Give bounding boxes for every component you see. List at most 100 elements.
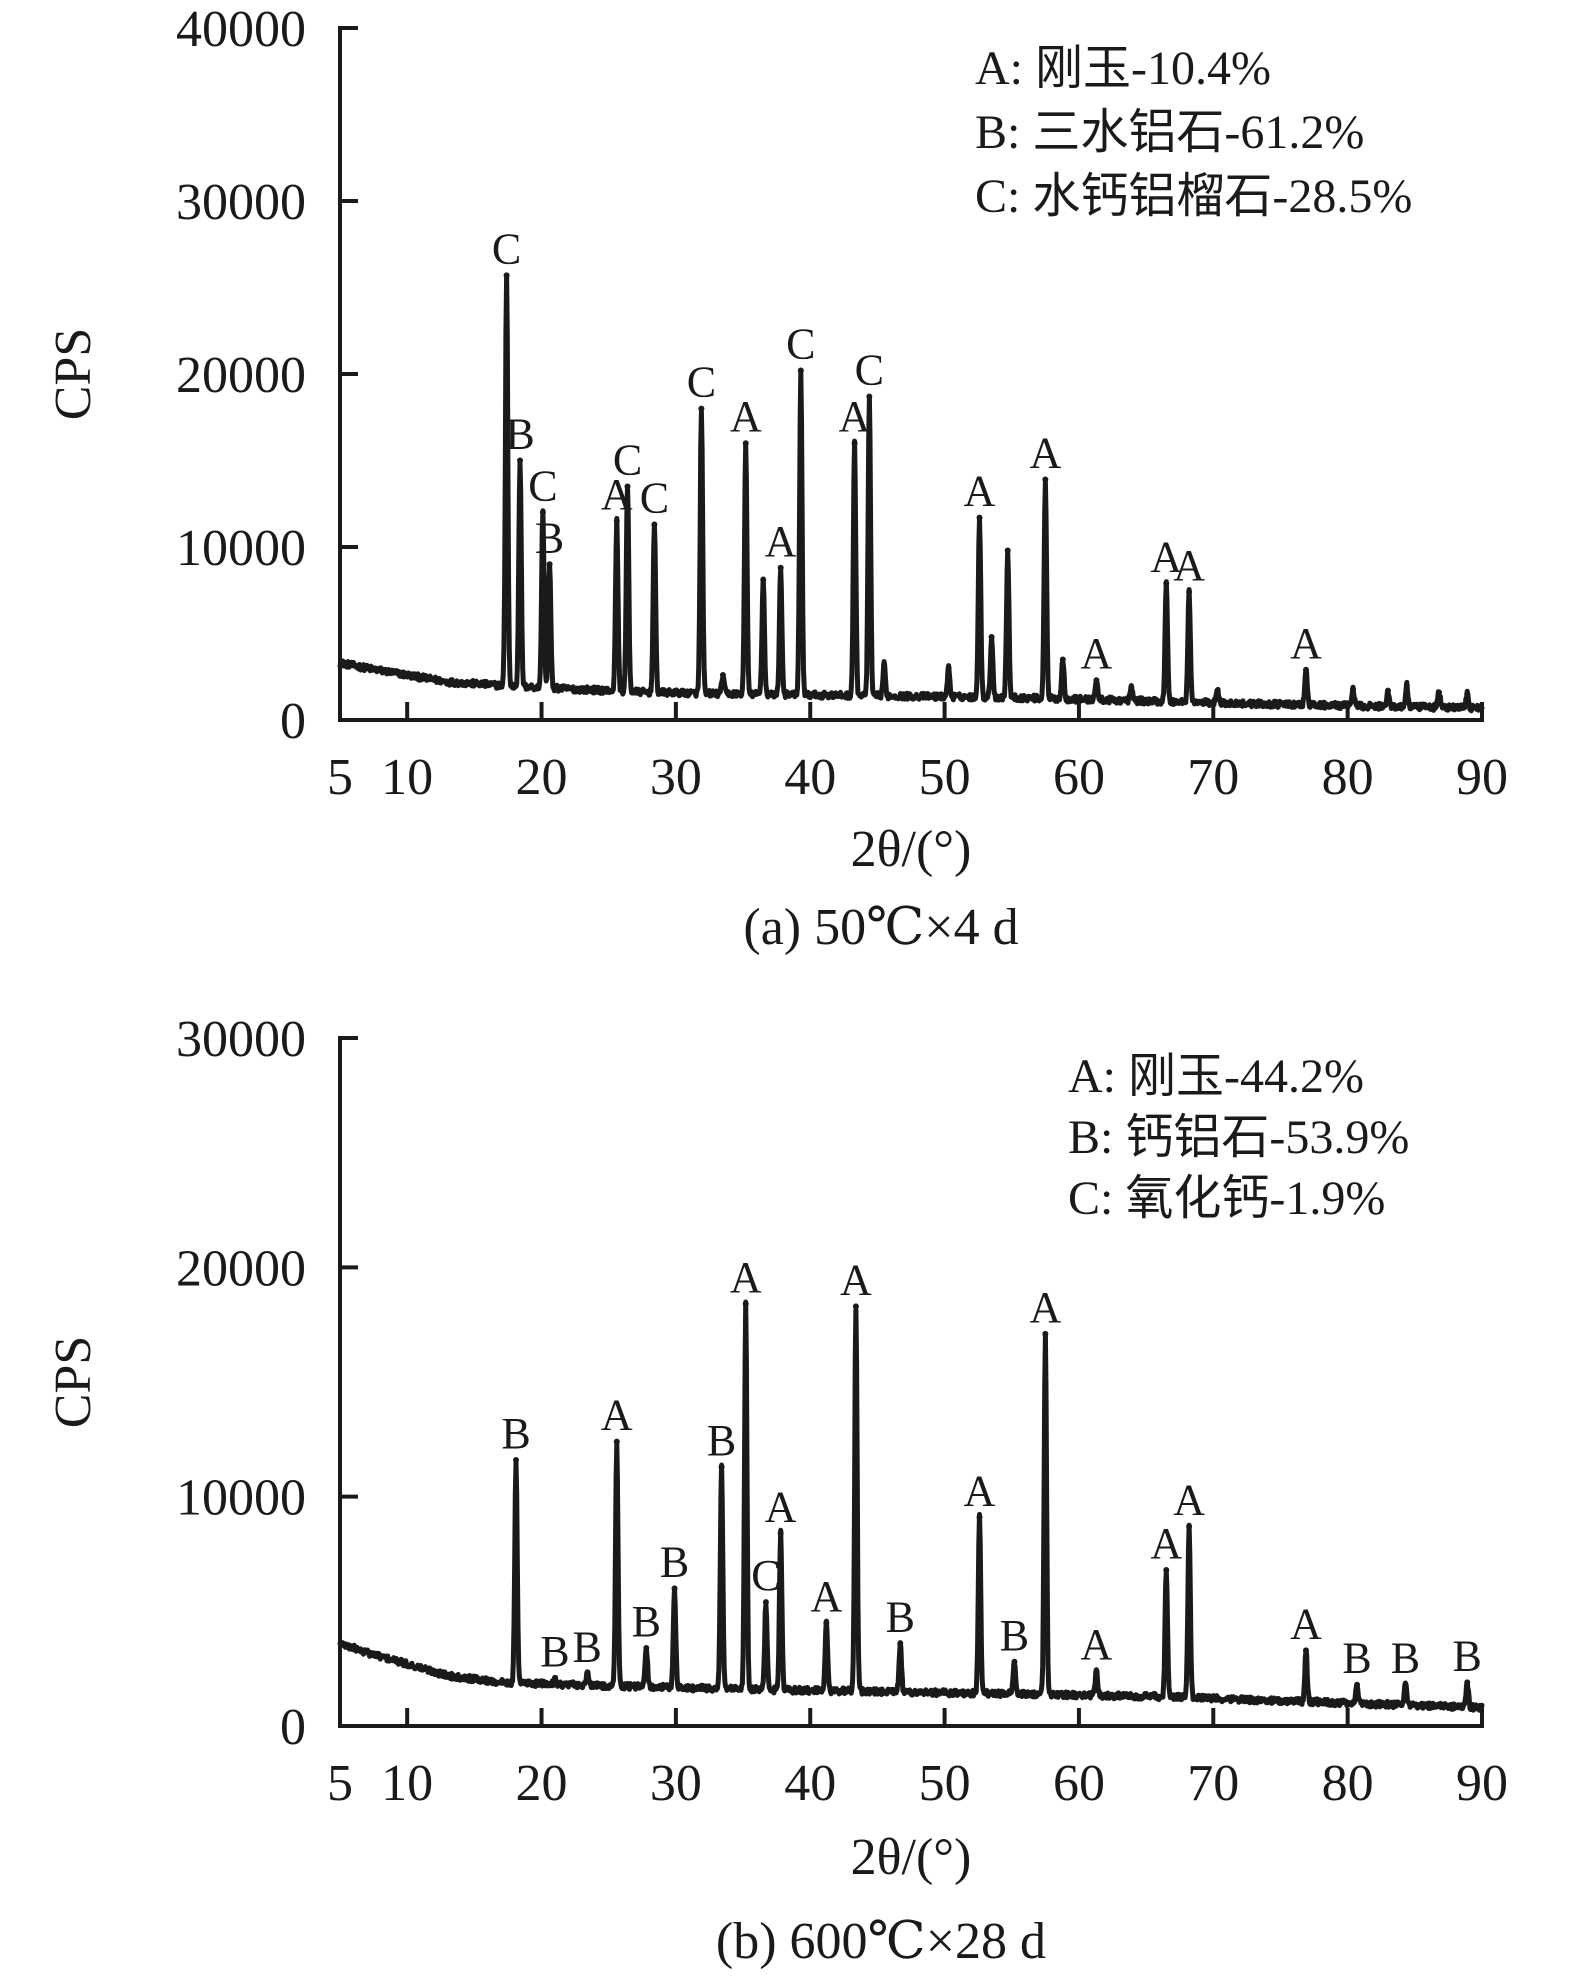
y-tick-label: 30000 <box>176 174 306 231</box>
y-tick-label: 30000 <box>176 1011 306 1068</box>
peak-label-b: B <box>540 1627 569 1676</box>
peak-label-b: B <box>1342 1634 1371 1683</box>
x-tick-label: 10 <box>381 1755 433 1812</box>
x-axis-label: 2θ/(°) <box>851 1829 972 1886</box>
peak-point-37-8 <box>777 564 784 571</box>
legend-entry: B: 三水铝石-61.2% <box>975 106 1364 159</box>
y-tick-label: 10000 <box>176 520 306 577</box>
peak-point-18-4 <box>517 457 524 464</box>
peak-label-a: A <box>810 1572 842 1621</box>
peak-point-21 <box>551 1674 558 1681</box>
peak-point-26-4 <box>624 483 631 490</box>
peak-label-c: C <box>786 320 815 369</box>
peak-label-a: A <box>1081 1620 1113 1669</box>
peak-point-84-4 <box>1403 682 1410 689</box>
peak-label-b: B <box>1000 1611 1029 1660</box>
peak-point-43-3 <box>851 440 858 447</box>
y-tick-label: 20000 <box>176 1240 306 1297</box>
x-tick-label: 40 <box>784 749 836 806</box>
panel-caption: (a) 50℃×4 d <box>743 899 1018 956</box>
peak-label-b: B <box>505 410 534 459</box>
peak-point-36-5 <box>760 576 767 583</box>
peak-label-b: B <box>660 1537 689 1586</box>
x-tick-label: 5 <box>327 749 353 806</box>
peak-point-55-2 <box>1011 1658 1018 1665</box>
peak-label-a: A <box>964 1466 996 1515</box>
peak-point-33-5 <box>719 672 726 679</box>
x-tick-label: 20 <box>516 749 568 806</box>
peak-point-68-2 <box>1186 1523 1193 1530</box>
peak-label-a: A <box>765 517 797 566</box>
peak-label-a: A <box>730 1253 762 1302</box>
peak-point-84-3 <box>1402 1681 1409 1688</box>
peak-point-57-5 <box>1042 1330 1049 1337</box>
peak-label-a: A <box>1173 1475 1205 1524</box>
peak-point-66-5 <box>1163 580 1170 587</box>
peak-label-a: A <box>1290 1599 1322 1648</box>
peak-label-b: B <box>573 1622 602 1671</box>
peak-label-c: C <box>640 474 669 523</box>
peak-point-23-4 <box>584 1670 591 1677</box>
x-tick-label: 70 <box>1187 749 1239 806</box>
peak-point-80-4 <box>1350 685 1357 692</box>
peak-point-27-8 <box>643 1645 650 1652</box>
peak-label-a: A <box>1150 1519 1182 1568</box>
peak-point-25-6 <box>613 518 620 525</box>
y-tick-label: 10000 <box>176 1470 306 1527</box>
x-tick-label: 5 <box>327 1755 353 1812</box>
peak-label-a: A <box>839 392 871 441</box>
y-axis-label: CPS <box>45 328 102 421</box>
peak-label-a: A <box>964 467 996 516</box>
peak-label-c: C <box>492 224 521 273</box>
peak-point-41-2 <box>823 1619 830 1626</box>
peak-label-b: B <box>535 513 564 562</box>
peak-label-b: B <box>886 1592 915 1641</box>
peak-label-b: B <box>632 1597 661 1646</box>
peak-point-54-7 <box>1004 547 1011 554</box>
peak-point-20-6 <box>546 561 553 568</box>
peak-label-a: A <box>1150 532 1182 581</box>
x-tick-label: 50 <box>919 749 971 806</box>
y-axis-label: CPS <box>45 1336 102 1429</box>
xrd-panel-a: 0 10000 20000 30000 40000 5 10 20 30 40 50 60 70 80 90… <box>45 1 1508 956</box>
peak-point-76-9 <box>1302 666 1309 673</box>
peak-label-a: A <box>1081 629 1113 678</box>
peak-label-c: C <box>855 345 884 394</box>
x-tick-label: 10 <box>381 749 433 806</box>
peak-point-17-4 <box>503 272 510 279</box>
x-tick-label: 50 <box>919 1755 971 1812</box>
peak-point-35-2 <box>742 440 749 447</box>
peak-point-68-2 <box>1186 588 1193 595</box>
peak-point-43-4 <box>852 1303 859 1310</box>
legend-entry: B: 钙铝石-53.9% <box>1068 1111 1409 1164</box>
peak-point-63-9 <box>1128 684 1135 691</box>
peak-label-c: C <box>751 1551 780 1600</box>
x-tick-label: 80 <box>1322 749 1374 806</box>
legend-entry: C: 水钙铝榴石-28.5% <box>975 170 1412 223</box>
x-axis-label: 2θ/(°) <box>851 821 972 878</box>
peak-label-c: C <box>613 435 642 484</box>
peak-point-20-1 <box>539 509 546 516</box>
peak-point-18-1 <box>513 1456 520 1463</box>
diffraction-pattern-line <box>337 1299 1485 1713</box>
peak-label-a: A <box>1290 619 1322 668</box>
peak-point-33-4 <box>718 1463 725 1470</box>
x-tick-label: 70 <box>1187 1755 1239 1812</box>
peak-label-a: A <box>730 392 762 441</box>
y-tick-label: 0 <box>280 1699 306 1756</box>
peak-point-88-9 <box>1464 691 1471 698</box>
peak-point-57-5 <box>1042 476 1049 483</box>
peak-label-b: B <box>707 1416 736 1465</box>
peak-point-61-3 <box>1093 1667 1100 1674</box>
peak-point-53-5 <box>988 633 995 640</box>
peak-label-a: A <box>1173 541 1205 590</box>
peak-label-c: C <box>687 358 716 407</box>
peak-point-80-7 <box>1354 1681 1361 1688</box>
peak-label-a: A <box>1029 429 1061 478</box>
xrd-panel-b: 0 10000 20000 30000 5 10 20 30 40 50 60 70 80 90 CPS 2θ… <box>45 1011 1508 1970</box>
peak-label-a: A <box>840 1255 872 1304</box>
peak-point-58-8 <box>1059 656 1066 663</box>
x-tick-label: 30 <box>650 749 702 806</box>
diffraction-pattern-line <box>337 273 1485 714</box>
peak-point-70-3 <box>1214 687 1221 694</box>
